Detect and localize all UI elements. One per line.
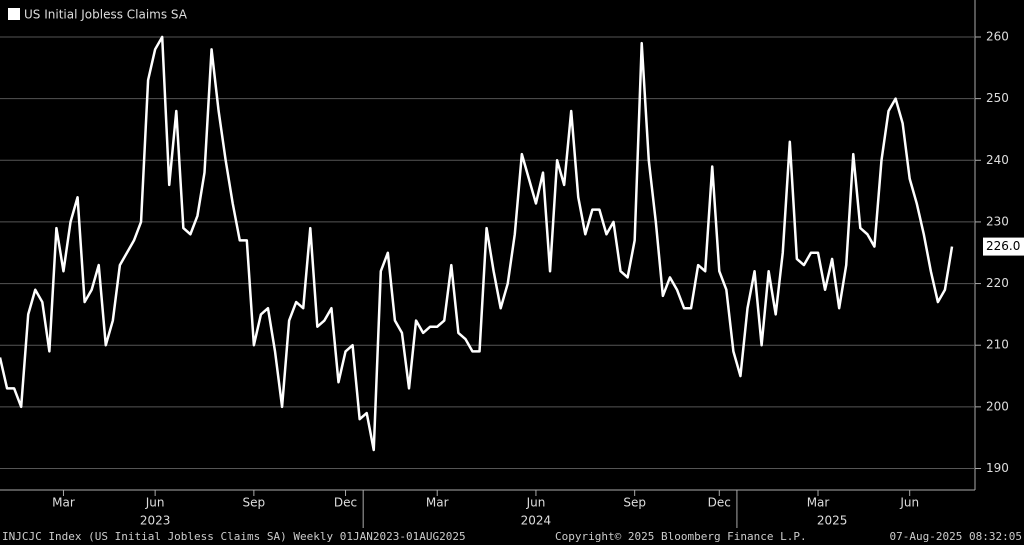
- x-tick-label: Dec: [334, 496, 357, 510]
- x-tick-label: Mar: [52, 496, 75, 510]
- y-tick-label: 190: [986, 461, 1009, 475]
- x-tick-label: Sep: [243, 496, 266, 510]
- x-tick-label: Mar: [807, 496, 830, 510]
- x-tick-label: Mar: [426, 496, 449, 510]
- footer-left: INJCJC Index (US Initial Jobless Claims …: [2, 530, 466, 543]
- legend-box: [0, 0, 232, 30]
- y-tick-label: 260: [986, 29, 1009, 43]
- y-tick-label: 210: [986, 338, 1009, 352]
- legend-swatch: [8, 8, 20, 20]
- footer-center: Copyright© 2025 Bloomberg Finance L.P.: [555, 530, 807, 543]
- y-tick-label: 200: [986, 399, 1009, 413]
- x-year-label: 2024: [521, 514, 552, 528]
- value-label: 226.0: [986, 239, 1020, 253]
- y-tick-label: 240: [986, 153, 1009, 167]
- x-tick-label: Sep: [623, 496, 646, 510]
- value-label-box: [983, 237, 1024, 256]
- series-line: [0, 35, 954, 452]
- x-tick-label: Jun: [145, 496, 165, 510]
- x-year-label: 2023: [140, 514, 171, 528]
- y-tick-label: 220: [986, 276, 1009, 290]
- legend-label: US Initial Jobless Claims SA: [24, 8, 188, 22]
- y-tick-label: 250: [986, 91, 1009, 105]
- x-tick-label: Jun: [899, 496, 919, 510]
- x-tick-label: Jun: [526, 496, 546, 510]
- y-tick-label: 230: [986, 214, 1009, 228]
- footer-right: 07-Aug-2025 08:32:05: [890, 530, 1022, 543]
- x-year-label: 2025: [817, 514, 848, 528]
- x-tick-label: Dec: [708, 496, 731, 510]
